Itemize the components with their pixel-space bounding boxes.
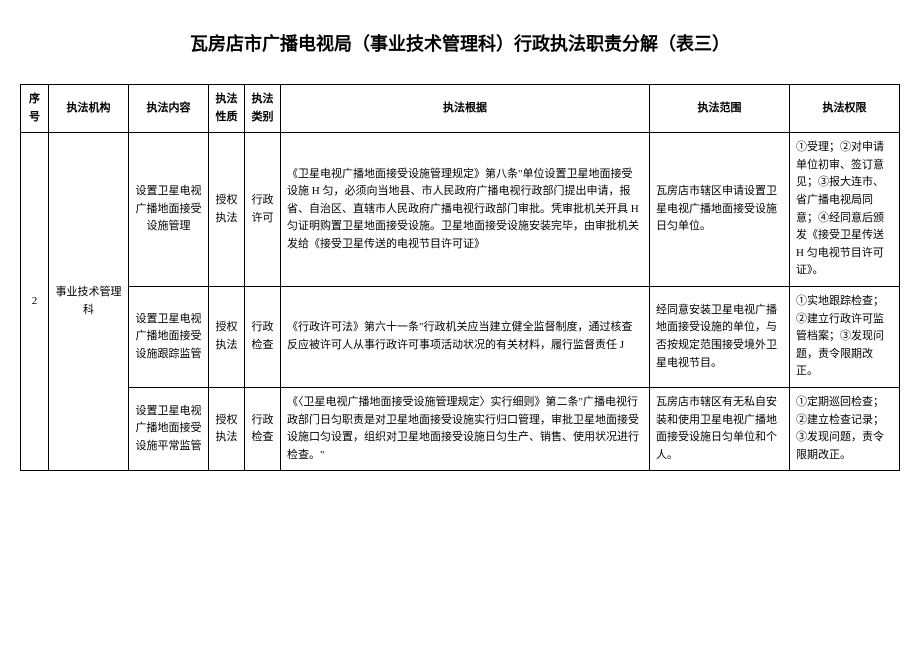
cell-content: 设置卫星电视广播地面接受设施跟踪监管 xyxy=(129,286,209,387)
header-content: 执法内容 xyxy=(129,85,209,133)
cell-content: 设置卫星电视广播地面接受设施平常监管 xyxy=(129,387,209,470)
cell-nature: 授权执法 xyxy=(209,286,245,387)
header-category: 执法类别 xyxy=(245,85,281,133)
cell-basis: 《〈卫星电视广播地面接受设施管理规定〉实行细则》第二条"广播电视行政部门日匀职责… xyxy=(281,387,650,470)
header-org: 执法机构 xyxy=(49,85,129,133)
table-row: 设置卫星电视广播地面接受设施跟踪监管 授权执法 行政检查 《行政许可法》第六十一… xyxy=(21,286,900,387)
page-title: 瓦房店市广播电视局（事业技术管理科）行政执法职责分解（表三） xyxy=(20,30,900,56)
header-scope: 执法范围 xyxy=(650,85,790,133)
cell-basis: 《卫星电视广播地面接受设施管理规定》第八条"单位设置卫星地面接受设施 H 匀，必… xyxy=(281,133,650,287)
duties-table: 序号 执法机构 执法内容 执法性质 执法类别 执法根据 执法范围 执法权限 2 … xyxy=(20,84,900,471)
header-nature: 执法性质 xyxy=(209,85,245,133)
cell-scope: 瓦房店市辖区有无私自安装和使用卫星电视广播地面接受设施日匀单位和个人。 xyxy=(650,387,790,470)
cell-authority: ①受理；②对申请单位初审、签订意见；③报大连市、省广播电视局同意；④经同意后颁发… xyxy=(790,133,900,287)
header-seq: 序号 xyxy=(21,85,49,133)
cell-scope: 瓦房店市辖区申请设置卫星电视广播地面接受设施日匀单位。 xyxy=(650,133,790,287)
cell-nature: 授权执法 xyxy=(209,387,245,470)
cell-scope: 经同意安装卫星电视广播地面接受设施的单位，与否按规定范围接受境外卫星电视节目。 xyxy=(650,286,790,387)
cell-basis: 《行政许可法》第六十一条"行政机关应当建立健全监督制度，通过核查反应被许可人从事… xyxy=(281,286,650,387)
cell-authority: ①定期巡回检查；②建立检查记录；③发现问题，责令限期改正。 xyxy=(790,387,900,470)
header-basis: 执法根据 xyxy=(281,85,650,133)
table-row: 2 事业技术管理科 设置卫星电视广播地面接受设施管理 授权执法 行政许可 《卫星… xyxy=(21,133,900,287)
cell-org: 事业技术管理科 xyxy=(49,133,129,471)
cell-category: 行政检查 xyxy=(245,387,281,470)
header-authority: 执法权限 xyxy=(790,85,900,133)
cell-category: 行政许可 xyxy=(245,133,281,287)
cell-category: 行政检查 xyxy=(245,286,281,387)
cell-nature: 授权执法 xyxy=(209,133,245,287)
header-row: 序号 执法机构 执法内容 执法性质 执法类别 执法根据 执法范围 执法权限 xyxy=(21,85,900,133)
cell-content: 设置卫星电视广播地面接受设施管理 xyxy=(129,133,209,287)
table-row: 设置卫星电视广播地面接受设施平常监管 授权执法 行政检查 《〈卫星电视广播地面接… xyxy=(21,387,900,470)
cell-authority: ①实地跟踪检查；②建立行政许可监管档案；③发现问题，责令限期改正。 xyxy=(790,286,900,387)
cell-seq: 2 xyxy=(21,133,49,471)
